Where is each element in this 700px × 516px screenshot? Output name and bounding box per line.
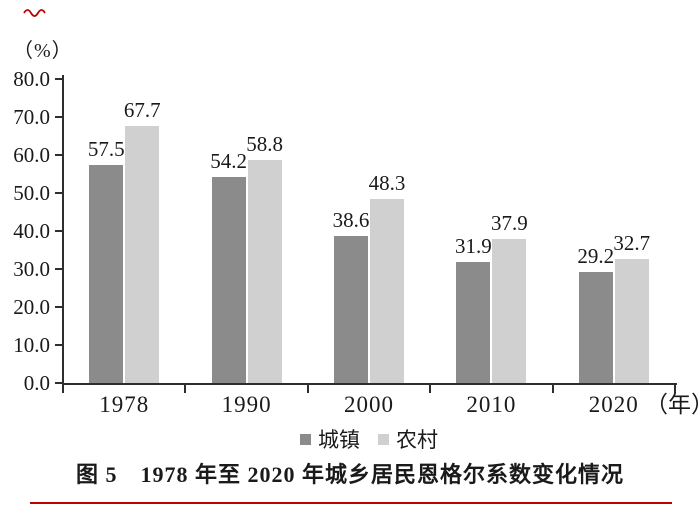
x-axis-line: [62, 383, 677, 385]
bar-value-urban-2020: 29.2: [577, 244, 615, 269]
figure-caption: 图 5 1978 年至 2020 年城乡居民恩格尔系数变化情况: [75, 462, 624, 487]
y-axis-tick-70.0: [55, 116, 63, 118]
y-axis-label-70.0: 70.0: [13, 105, 50, 129]
y-axis-label-30.0: 30.0: [13, 257, 50, 281]
x-axis-tick-4: [551, 385, 554, 393]
bar-urban-2000: [334, 236, 368, 383]
y-axis-tick-10.0: [55, 344, 63, 346]
bar-urban-1978: [89, 164, 124, 383]
bar-value-rural-2010: 37.9: [491, 210, 528, 235]
legend-label-urban: 城镇: [318, 428, 360, 452]
bar-value-urban-2000: 38.6: [332, 208, 370, 233]
x-axis-label-2000: 2000: [344, 392, 394, 417]
x-axis-label-1978: 1978: [99, 392, 150, 417]
x-axis-tick-5: [674, 385, 676, 393]
bar-urban-2010: [456, 261, 491, 383]
y-axis-tick-0.0: [55, 382, 63, 384]
y-axis-tick-30.0: [55, 268, 63, 270]
y-axis-label-40.0: 40.0: [13, 219, 50, 243]
x-axis-label-2010: 2010: [466, 392, 517, 417]
y-axis-tick-50.0: [55, 192, 63, 194]
bar-urban-1990: [211, 177, 246, 383]
rural-swatch-icon: [378, 433, 389, 445]
bar-rural-2000: [370, 199, 404, 383]
y-axis-tick-20.0: [55, 306, 63, 308]
x-axis-tick-3: [429, 385, 432, 393]
urban-swatch-icon: [300, 433, 311, 445]
y-axis-tick-80.0: [55, 78, 63, 80]
bar-urban-2020: [578, 272, 613, 383]
bar-rural-1978: [125, 125, 160, 383]
y-axis-tick-60.0: [55, 154, 63, 156]
bar-value-rural-2000: 48.3: [368, 171, 406, 196]
legend-label-rural: 农村: [396, 428, 438, 452]
red-bottom-rule: [30, 502, 672, 504]
x-axis-year-suffix: （年）: [645, 392, 700, 417]
x-axis-tick-1: [184, 385, 187, 393]
bar-value-urban-1978: 57.5: [87, 136, 125, 161]
x-axis-label-1990: 1990: [221, 392, 272, 417]
legend-item-urban: 城镇: [300, 424, 360, 454]
y-axis-label-60.0: 60.0: [13, 143, 50, 167]
y-axis-label-50.0: 50.0: [13, 181, 50, 205]
x-axis-label-2020: 2020: [588, 392, 639, 417]
x-axis-tick-2: [306, 385, 309, 393]
bar-rural-1990: [247, 159, 282, 383]
bar-value-urban-1990: 54.2: [210, 149, 247, 174]
y-axis-label-0.0: 0.0: [23, 371, 50, 395]
y-axis-label-20.0: 20.0: [13, 295, 50, 319]
chart-legend: 城镇 农村: [63, 424, 675, 454]
red-page-mark-icon: [23, 9, 46, 17]
bar-value-rural-1990: 58.8: [246, 131, 283, 156]
legend-item-rural: 农村: [378, 424, 438, 454]
y-axis-tick-40.0: [55, 230, 63, 232]
bar-value-rural-2020: 32.7: [613, 230, 651, 255]
y-axis-unit-label: （%）: [13, 40, 73, 62]
y-axis-line: [62, 75, 64, 385]
y-axis-label-80.0: 80.0: [13, 67, 50, 91]
bar-value-urban-2010: 31.9: [455, 233, 492, 258]
bar-rural-2010: [492, 238, 527, 383]
bar-rural-2020: [614, 258, 649, 383]
x-axis-tick-0: [62, 385, 64, 393]
bar-value-rural-1978: 67.7: [123, 97, 161, 122]
y-axis-label-10.0: 10.0: [13, 333, 50, 357]
